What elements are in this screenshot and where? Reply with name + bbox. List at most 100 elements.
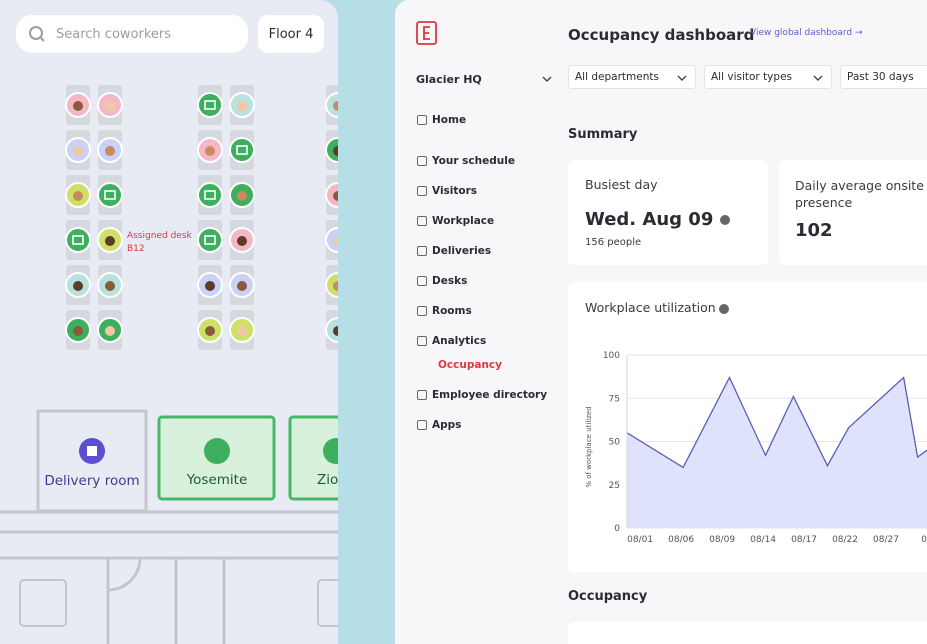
filter[interactable]: All visitor types [704, 65, 832, 89]
nav-icon [417, 336, 427, 346]
y-tick-label: 0 [614, 524, 620, 534]
avatar-face [205, 326, 215, 336]
chevron-path [677, 75, 687, 81]
chevron-path [813, 75, 823, 81]
avatar-face [237, 101, 247, 111]
nav-icon [417, 156, 427, 166]
occupancy-heading: Occupancy [568, 589, 648, 604]
y-tick-label: 25 [609, 481, 620, 491]
area [627, 377, 927, 528]
nav-item[interactable]: Occupancy [438, 359, 502, 371]
desk-glyph [72, 235, 84, 245]
global-link[interactable]: View global dashboard → [750, 28, 863, 38]
nav-item[interactable]: Deliveries [417, 245, 491, 257]
room-icon [323, 438, 338, 464]
avatar[interactable] [325, 317, 338, 343]
free-desk[interactable] [197, 92, 223, 118]
nav-item[interactable]: Rooms [417, 305, 472, 317]
avatar[interactable] [325, 182, 338, 208]
filter[interactable]: All departments [568, 65, 696, 89]
nav-item[interactable]: Your schedule [417, 155, 515, 167]
card-value-text: Wed. Aug 09 [585, 209, 714, 230]
avatar-face [237, 326, 247, 336]
filter-label: All departments [575, 71, 659, 83]
chevron [813, 75, 823, 81]
avatar-face [105, 281, 115, 291]
busiest-day-card: Busiest day Wed. Aug 09 156 people [568, 160, 768, 265]
y-axis-label: % of workplace utilized [585, 406, 593, 487]
free-desk[interactable] [65, 227, 91, 253]
nav-icon [417, 186, 427, 196]
avatar-face [333, 146, 338, 156]
location[interactable]: Glacier HQ [416, 73, 482, 86]
avatar-face [333, 191, 338, 201]
desk-glyph [204, 235, 216, 245]
avatar-face [105, 236, 115, 246]
nav-icon [417, 306, 427, 316]
x-tick-label: 08/22 [832, 535, 858, 545]
x-tick-label: 08 [921, 535, 927, 545]
chevron [677, 75, 687, 81]
floor-label: Floor 4 [268, 26, 314, 42]
floor-map-drawing: Delivery room Yosemite Zio Assigned desk… [0, 85, 338, 644]
desk-glyph [104, 190, 116, 200]
avatar[interactable] [325, 227, 338, 253]
avatar-face [205, 146, 215, 156]
desk-glyph [236, 145, 248, 155]
info-icon[interactable] [719, 304, 729, 314]
info-icon[interactable] [719, 215, 730, 225]
nav-item[interactable]: Desks [417, 275, 467, 287]
free-desk[interactable] [197, 182, 223, 208]
floor-button[interactable]: Floor 4 [258, 15, 324, 53]
x-tick-label: 08/01 [627, 535, 653, 545]
avatar[interactable] [325, 137, 338, 163]
free-desk[interactable] [229, 137, 255, 163]
nav-item[interactable]: Visitors [417, 185, 477, 197]
card-label: Busiest day [585, 177, 658, 192]
avatar-face [333, 326, 338, 336]
avatar[interactable] [325, 92, 338, 118]
average-card: Daily average onsite presence 102 [779, 160, 927, 265]
chart-card: Workplace utilization % of workplace uti… [568, 282, 927, 572]
nav-item[interactable]: Workplace [417, 215, 494, 227]
nav-item[interactable]: Home [417, 114, 466, 126]
avatar-face [237, 191, 247, 201]
avatar-face [73, 101, 83, 111]
avatar-face [73, 281, 83, 291]
nav-icon [417, 420, 427, 430]
free-desk[interactable] [197, 227, 223, 253]
line [626, 376, 927, 469]
avatar-face [333, 101, 338, 111]
free-desk[interactable] [97, 182, 123, 208]
avatar-face [333, 236, 338, 246]
walls [0, 510, 338, 644]
avatar-face [73, 146, 83, 156]
y-tick-label: 100 [603, 351, 620, 361]
x-tick-label: 08/09 [709, 535, 735, 545]
y-tick-label: 75 [609, 394, 620, 404]
assigned-desk-label: Assigned desk [127, 231, 193, 241]
avatar-face [73, 191, 83, 201]
avatar[interactable] [325, 272, 338, 298]
room-label: Yosemite [186, 472, 248, 488]
search-icon [29, 26, 45, 42]
card-label: Daily average onsite presence [795, 178, 924, 210]
zion-box[interactable] [288, 415, 338, 501]
avatar-face [105, 101, 115, 111]
desk-glyph [204, 100, 216, 110]
nav-item[interactable]: Employee directory [417, 389, 547, 401]
nav-item[interactable]: Apps [417, 419, 461, 431]
avatar-face [73, 326, 83, 336]
filter[interactable]: Past 30 days [840, 65, 927, 89]
avatar-face [333, 281, 338, 291]
chevron [542, 76, 552, 82]
filter-label: All visitor types [711, 71, 792, 83]
nav-icon [417, 246, 427, 256]
search-box[interactable]: Search coworkers [16, 15, 248, 53]
page-title: Occupancy dashboard [568, 26, 755, 44]
x-tick-label: 08/14 [750, 535, 776, 545]
search-placeholder: Search coworkers [56, 26, 172, 42]
room-label: Zio [317, 472, 338, 488]
nav-item[interactable]: Analytics [417, 335, 486, 347]
